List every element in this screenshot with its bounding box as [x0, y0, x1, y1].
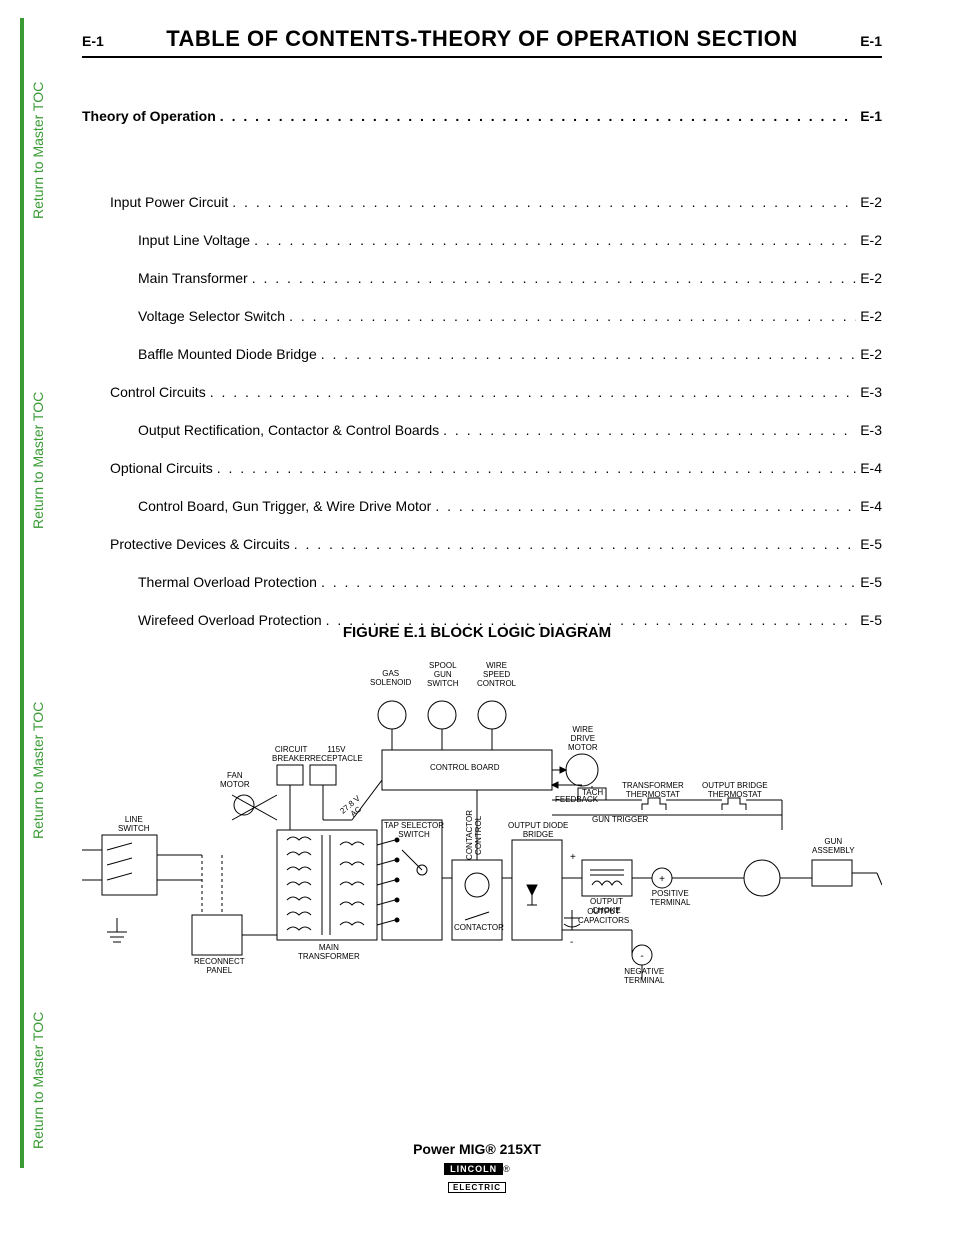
toc-row[interactable]: Thermal Overload Protection E-5	[82, 574, 882, 590]
toc-label: Theory of Operation	[82, 108, 216, 124]
toc-row[interactable]: Voltage Selector Switch E-2	[82, 308, 882, 324]
page-footer: Power MIG® 215XT LINCOLN® ELECTRIC	[0, 1141, 954, 1195]
toc-page: E-5	[860, 574, 882, 590]
toc-page: E-2	[860, 270, 882, 286]
page-marker-right: E-1	[860, 33, 882, 49]
label-positive-terminal: POSITIVETERMINAL	[650, 890, 690, 908]
toc-page: E-3	[860, 422, 882, 438]
toc-row[interactable]: Input Power Circuit E-2	[82, 194, 882, 210]
toc-row[interactable]: Main Transformer E-2	[82, 270, 882, 286]
toc-label: Input Power Circuit	[110, 194, 228, 210]
toc-dots	[289, 308, 856, 324]
label-circuit-breaker: CIRCUITBREAKER	[272, 746, 310, 764]
page-marker-left: E-1	[82, 33, 104, 49]
label-wire-drive-motor: WIREDRIVEMOTOR	[568, 726, 598, 752]
toc-dots	[321, 346, 856, 362]
toc-row[interactable]: Optional Circuits E-4	[82, 460, 882, 476]
toc-row[interactable]: Protective Devices & Circuits E-5	[82, 536, 882, 552]
label-output-bridge-thermostat: OUTPUT BRIDGETHERMOSTAT	[702, 782, 768, 800]
label-contactor: CONTACTOR	[454, 924, 504, 933]
return-master-toc-link-4[interactable]: Return to Master TOC	[30, 1000, 48, 1160]
svg-text:-: -	[570, 937, 573, 948]
svg-text:+: +	[659, 874, 665, 885]
label-control-board: CONTROL BOARD	[430, 764, 500, 773]
return-master-toc-link-1[interactable]: Return to Master TOC	[30, 70, 48, 230]
toc-label: Optional Circuits	[110, 460, 213, 476]
toc-row[interactable]: Output Rectification, Contactor & Contro…	[82, 422, 882, 438]
label-output-capacitors: OUTPUTCAPACITORS	[578, 908, 629, 926]
label-wire-speed-control: WIRESPEEDCONTROL	[477, 662, 516, 688]
toc-label: Input Line Voltage	[138, 232, 250, 248]
label-spool-gun-switch: SPOOLGUNSWITCH	[427, 662, 459, 688]
label-gun-assembly: GUNASSEMBLY	[812, 838, 855, 856]
label-negative-terminal: NEGATIVETERMINAL	[624, 968, 664, 986]
page-header: E-1 TABLE OF CONTENTS-THEORY OF OPERATIO…	[82, 26, 882, 58]
toc-label: Thermal Overload Protection	[138, 574, 317, 590]
toc-page: E-2	[860, 308, 882, 324]
logo-brand-bottom: ELECTRIC	[448, 1182, 506, 1193]
toc-dots	[217, 460, 857, 476]
toc-dots	[210, 384, 857, 400]
toc-page: E-2	[860, 232, 882, 248]
label-contactor-control: CONTACTORCONTROL	[466, 810, 484, 860]
toc-row[interactable]: Theory of Operation E-1	[82, 108, 882, 124]
toc-page: E-2	[860, 346, 882, 362]
toc-label: Control Board, Gun Trigger, & Wire Drive…	[138, 498, 431, 514]
label-fan-motor: FANMOTOR	[220, 772, 250, 790]
page-title: TABLE OF CONTENTS-THEORY OF OPERATION SE…	[166, 26, 798, 52]
label-line-switch: LINESWITCH	[118, 816, 150, 834]
toc-page: E-2	[860, 194, 882, 210]
svg-text:-: -	[640, 951, 643, 962]
toc-row[interactable]: Input Line Voltage E-2	[82, 232, 882, 248]
toc-page: E-1	[860, 108, 882, 124]
label-tach: TACH	[582, 789, 603, 798]
toc-label: Control Circuits	[110, 384, 206, 400]
toc-dots	[254, 232, 856, 248]
logo-brand-top: LINCOLN	[444, 1163, 503, 1175]
toc-label: Output Rectification, Contactor & Contro…	[138, 422, 439, 438]
toc-label: Main Transformer	[138, 270, 248, 286]
return-master-toc-link-3[interactable]: Return to Master TOC	[30, 690, 48, 850]
toc-row[interactable]: Baffle Mounted Diode Bridge E-2	[82, 346, 882, 362]
label-output-diode-bridge: OUTPUT DIODEBRIDGE	[508, 822, 568, 840]
toc-row[interactable]: Control Circuits E-3	[82, 384, 882, 400]
toc-dots	[294, 536, 856, 552]
toc-dots	[220, 108, 856, 124]
toc-page: E-4	[860, 460, 882, 476]
toc-dots	[232, 194, 856, 210]
label-115v-receptacle: 115VRECEPTACLE	[310, 746, 363, 764]
label-transformer-thermostat: TRANSFORMERTHERMOSTAT	[622, 782, 684, 800]
return-master-toc-link-2[interactable]: Return to Master TOC	[30, 380, 48, 540]
toc-dots	[252, 270, 857, 286]
footer-model: Power MIG® 215XT	[0, 1141, 954, 1157]
toc-dots	[321, 574, 856, 590]
lincoln-logo: LINCOLN® ELECTRIC	[444, 1159, 510, 1195]
label-main-transformer: MAINTRANSFORMER	[298, 944, 360, 962]
toc-page: E-5	[860, 536, 882, 552]
label-reconnect-panel: RECONNECTPANEL	[194, 958, 245, 976]
block-logic-diagram: + - + -	[82, 660, 882, 1000]
svg-text:+: +	[570, 852, 576, 863]
label-tap-selector: TAP SELECTORSWITCH	[384, 822, 444, 840]
toc-page: E-4	[860, 498, 882, 514]
label-gas-solenoid: GASSOLENOID	[370, 670, 411, 688]
left-green-bar	[20, 18, 24, 1168]
toc-dots	[435, 498, 856, 514]
table-of-contents: Theory of Operation E-1 Input Power Circu…	[82, 108, 882, 650]
toc-dots	[443, 422, 856, 438]
toc-label: Voltage Selector Switch	[138, 308, 285, 324]
toc-label: Baffle Mounted Diode Bridge	[138, 346, 317, 362]
label-gun-trigger: GUN TRIGGER	[592, 816, 648, 825]
toc-row[interactable]: Control Board, Gun Trigger, & Wire Drive…	[82, 498, 882, 514]
figure-title: FIGURE E.1 BLOCK LOGIC DIAGRAM	[0, 624, 954, 641]
toc-label: Protective Devices & Circuits	[110, 536, 290, 552]
toc-page: E-3	[860, 384, 882, 400]
